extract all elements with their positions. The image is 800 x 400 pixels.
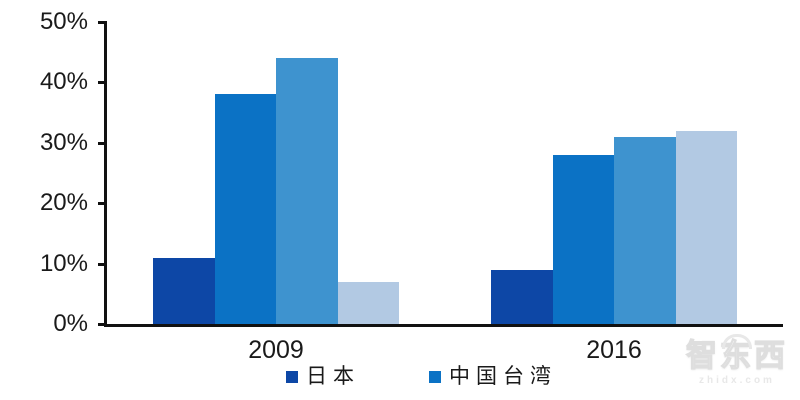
y-axis-tick-label: 50% [39,8,88,35]
bar-2016-series-4 [675,130,737,327]
y-axis-tick-mark [98,141,107,145]
y-axis-tick-label: 0% [53,310,88,337]
y-axis-tick-mark [98,81,107,85]
y-axis-tick-label: 20% [39,189,88,217]
legend-label: 中国台湾 [449,365,557,388]
legend-item-2: 中国台湾 [429,366,557,388]
bar-2009-series-2 [214,94,276,327]
bar-2016-series-3 [614,136,676,327]
y-axis-tick-label: 40% [39,68,88,96]
legend-swatch-icon [286,371,298,383]
bar-2016-series-2 [552,154,614,327]
x-axis-line [104,324,783,327]
x-axis-label-2009: 2009 [248,336,304,364]
y-axis-tick-mark [98,323,107,326]
y-axis-tick-mark [98,262,107,266]
y-axis-tick-mark [98,21,107,24]
bar-2016-series-1 [491,269,553,327]
legend-swatch-icon [429,371,441,383]
bar-2009-series-1 [153,257,215,327]
bar-2009-series-3 [276,58,338,327]
legend-label: 日本 [306,365,360,388]
y-axis-tick-mark [98,202,107,206]
legend-item-1: 日本 [286,366,360,388]
x-axis-label-2016: 2016 [586,336,642,364]
bar-2009-series-4 [337,281,399,327]
y-axis-tick-label: 10% [39,249,88,277]
y-axis-line [104,22,107,327]
y-axis-tick-label: 30% [39,128,88,156]
